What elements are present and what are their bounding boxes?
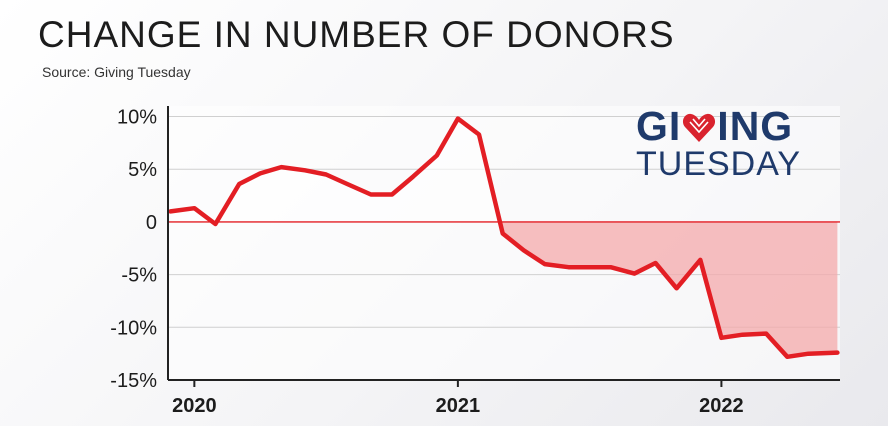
logo-line-1: GI ING	[636, 103, 832, 149]
x-tick-label: 2020	[172, 395, 217, 417]
y-tick-label: -5%	[121, 265, 157, 287]
y-tick-label: 0	[146, 212, 157, 234]
positive-area-fill	[170, 118, 838, 222]
y-tick-label: 5%	[128, 159, 157, 181]
logo-text-start: GI	[636, 103, 682, 149]
logo-line-2: TUESDAY	[636, 145, 802, 183]
x-tick-marks	[193, 380, 723, 387]
chart-source: Source: Giving Tuesday	[42, 64, 191, 80]
heart-icon	[683, 113, 716, 142]
x-tick-labels: 2020 2021 2022	[172, 395, 744, 417]
chart-title: CHANGE IN NUMBER OF DONORS	[38, 14, 675, 55]
logo-text-end: ING	[717, 103, 794, 149]
x-tick-label: 2022	[699, 395, 744, 417]
y-tick-label: 10%	[117, 107, 157, 129]
x-tick-label: 2021	[436, 395, 481, 417]
data-points	[170, 118, 838, 357]
giving-tuesday-logo: GI ING TUESDAY	[636, 103, 832, 183]
y-tick-label: -15%	[110, 370, 157, 392]
negative-area-fill	[212, 221, 838, 357]
y-tick-label: -10%	[110, 317, 157, 339]
y-tick-labels: 10% 5% 0 -5% -10% -15%	[110, 107, 157, 392]
